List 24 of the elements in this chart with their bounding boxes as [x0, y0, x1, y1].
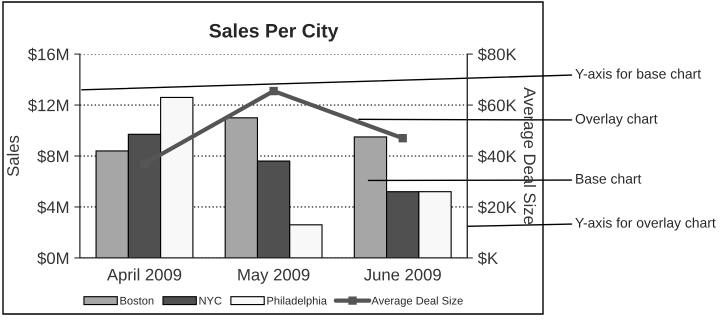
y-tick-label: $4M: [37, 200, 68, 214]
y2-tick-label: $80K: [478, 48, 516, 62]
y2-axis-title: Average Deal Size: [520, 87, 536, 224]
legend-label: Boston: [120, 296, 154, 305]
legend-label: Philadelphia: [267, 296, 327, 307]
text: Overlay chart: [576, 114, 658, 126]
legend-label: NYC: [199, 296, 222, 305]
y-axis-title: Sales: [6, 136, 19, 176]
text: Y-axis for overlay chart: [575, 218, 716, 230]
y2-tick-label: $K: [478, 252, 498, 266]
x-tick-label: June 2009: [364, 268, 441, 281]
y-tick-label: $0M: [37, 252, 68, 266]
y2-tick-label: $40K: [478, 150, 516, 164]
x-tick-label: May 2009: [238, 268, 310, 284]
text: Base chart: [576, 174, 642, 184]
y-tick-label: $8M: [37, 150, 68, 164]
text: Y-axis for base chart: [575, 68, 701, 79]
x-tick-label: April 2009: [106, 268, 182, 284]
y-tick-label: $16M: [28, 48, 68, 62]
y2-tick-label: $20K: [478, 200, 516, 214]
y2-tick-label: $60K: [478, 98, 516, 112]
y-tick-label: $12M: [28, 98, 68, 112]
chart-title: Sales Per City: [209, 23, 338, 42]
legend-label: Average Deal Size: [371, 296, 463, 307]
